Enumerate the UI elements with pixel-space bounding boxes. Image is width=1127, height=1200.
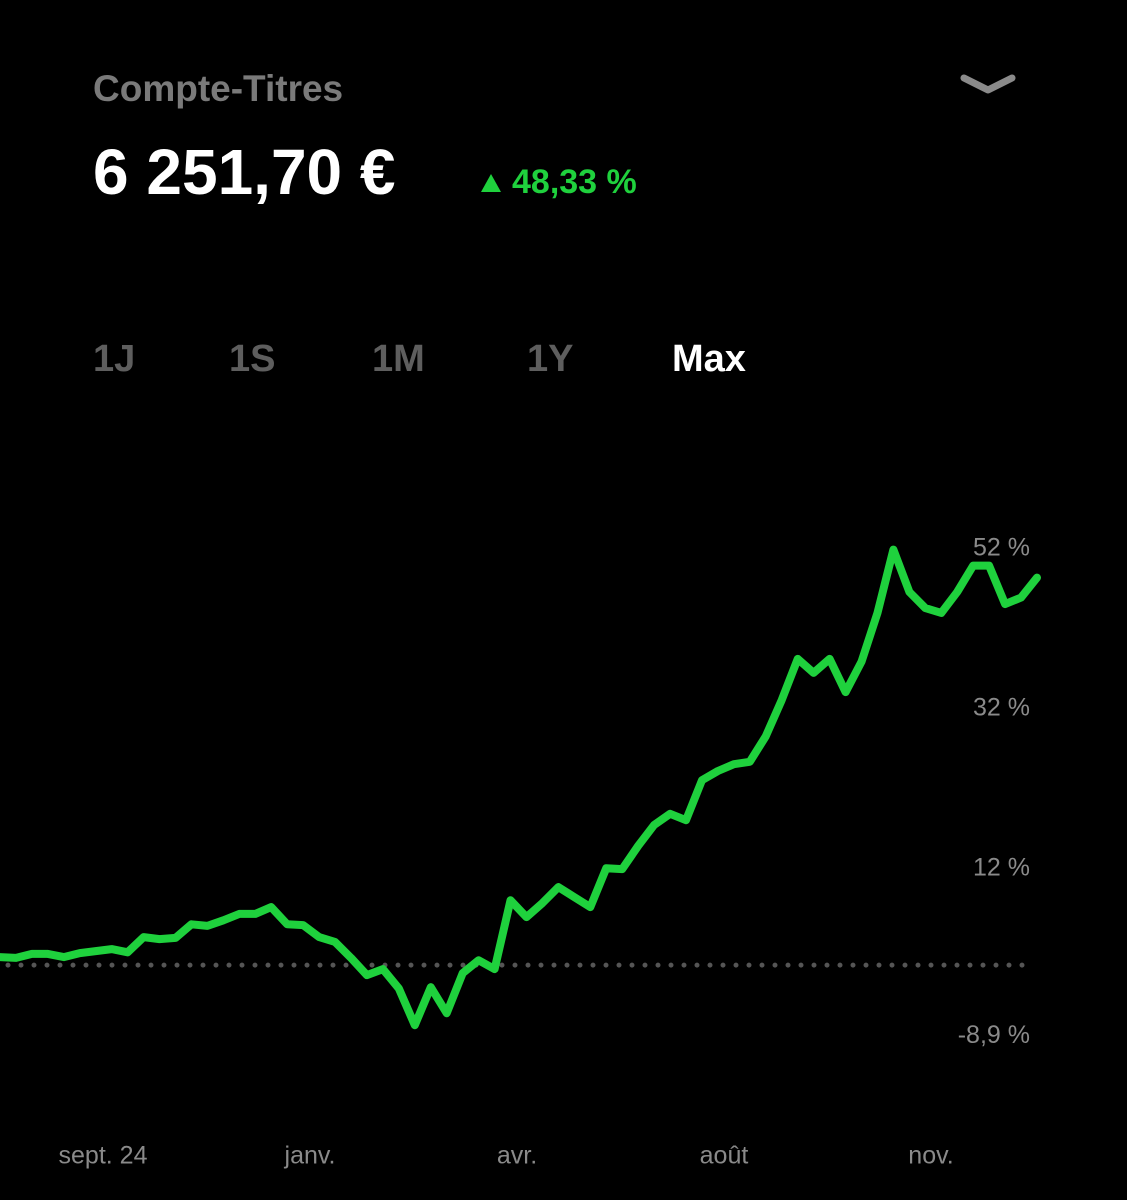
range-tab[interactable]: 1M	[372, 338, 425, 380]
account-name: Compte-Titres	[93, 68, 344, 109]
y-tick-label: 12 %	[973, 854, 1030, 882]
x-tick-label: août	[700, 1142, 749, 1170]
range-tab[interactable]: 1S	[229, 338, 276, 380]
x-tick-label: nov.	[908, 1142, 953, 1170]
performance-line	[0, 545, 1041, 1030]
expand-chevron[interactable]	[960, 74, 1016, 96]
x-tick-label: avr.	[497, 1142, 537, 1170]
range-tab[interactable]: 1Y	[527, 338, 574, 380]
y-tick-label: 32 %	[973, 694, 1030, 722]
range-tab[interactable]: 1J	[93, 338, 136, 380]
balance: 6 251,70 €	[93, 136, 396, 208]
change-text: 48,33 %	[512, 163, 637, 201]
change: 48,33 %	[480, 163, 637, 202]
range-tab[interactable]: Max	[672, 338, 746, 380]
x-tick-label: sept. 24	[59, 1142, 148, 1170]
x-tick-label: janv.	[284, 1142, 336, 1170]
up-arrow	[481, 173, 501, 192]
y-tick-label: 52 %	[973, 533, 1030, 561]
y-tick-label: -8,9 %	[958, 1021, 1030, 1049]
